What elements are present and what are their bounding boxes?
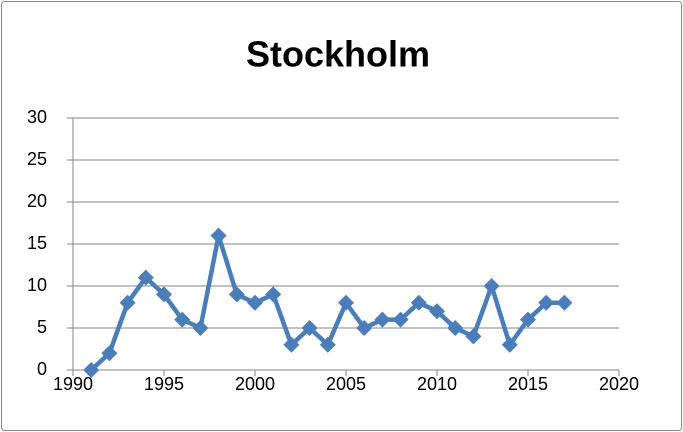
data-point: [447, 320, 464, 336]
x-tick-label: 2015: [508, 374, 548, 394]
data-point: [319, 336, 336, 353]
y-tick-label: 30: [27, 107, 47, 127]
data-point: [174, 311, 191, 328]
y-tick-label: 5: [37, 317, 47, 337]
data-point: [356, 320, 373, 336]
data-point: [247, 294, 263, 311]
data-point: [392, 311, 409, 328]
data-point: [556, 294, 573, 311]
data-point: [465, 328, 482, 345]
data-point: [538, 294, 555, 311]
data-point: [301, 320, 318, 336]
data-point: [83, 362, 100, 378]
data-point: [101, 345, 118, 362]
y-tick-label: 10: [27, 275, 47, 295]
data-point: [210, 227, 227, 244]
data-point: [283, 336, 300, 353]
y-tick-label: 20: [27, 191, 47, 211]
y-tick-label: 15: [27, 233, 47, 253]
data-point: [501, 336, 518, 353]
data-point: [192, 320, 209, 336]
x-tick-label: 1995: [144, 374, 184, 394]
x-tick-label: 2005: [326, 374, 366, 394]
y-tick-label: 0: [37, 359, 47, 379]
data-point: [374, 311, 391, 328]
data-point: [137, 269, 154, 286]
data-point: [429, 303, 445, 320]
chart-title: Stockholm: [246, 34, 430, 75]
data-point: [483, 278, 500, 294]
x-tick-label: 2020: [599, 374, 639, 394]
data-point: [410, 294, 427, 311]
data-point: [156, 286, 172, 303]
x-tick-label: 1990: [53, 374, 93, 394]
data-point: [265, 286, 282, 303]
y-tick-label: 25: [27, 149, 47, 169]
x-tick-label: 2000: [235, 374, 275, 394]
data-point: [119, 294, 136, 311]
data-point: [228, 286, 245, 303]
data-point: [338, 294, 354, 311]
x-tick-label: 2010: [417, 374, 457, 394]
data-point: [520, 311, 536, 328]
